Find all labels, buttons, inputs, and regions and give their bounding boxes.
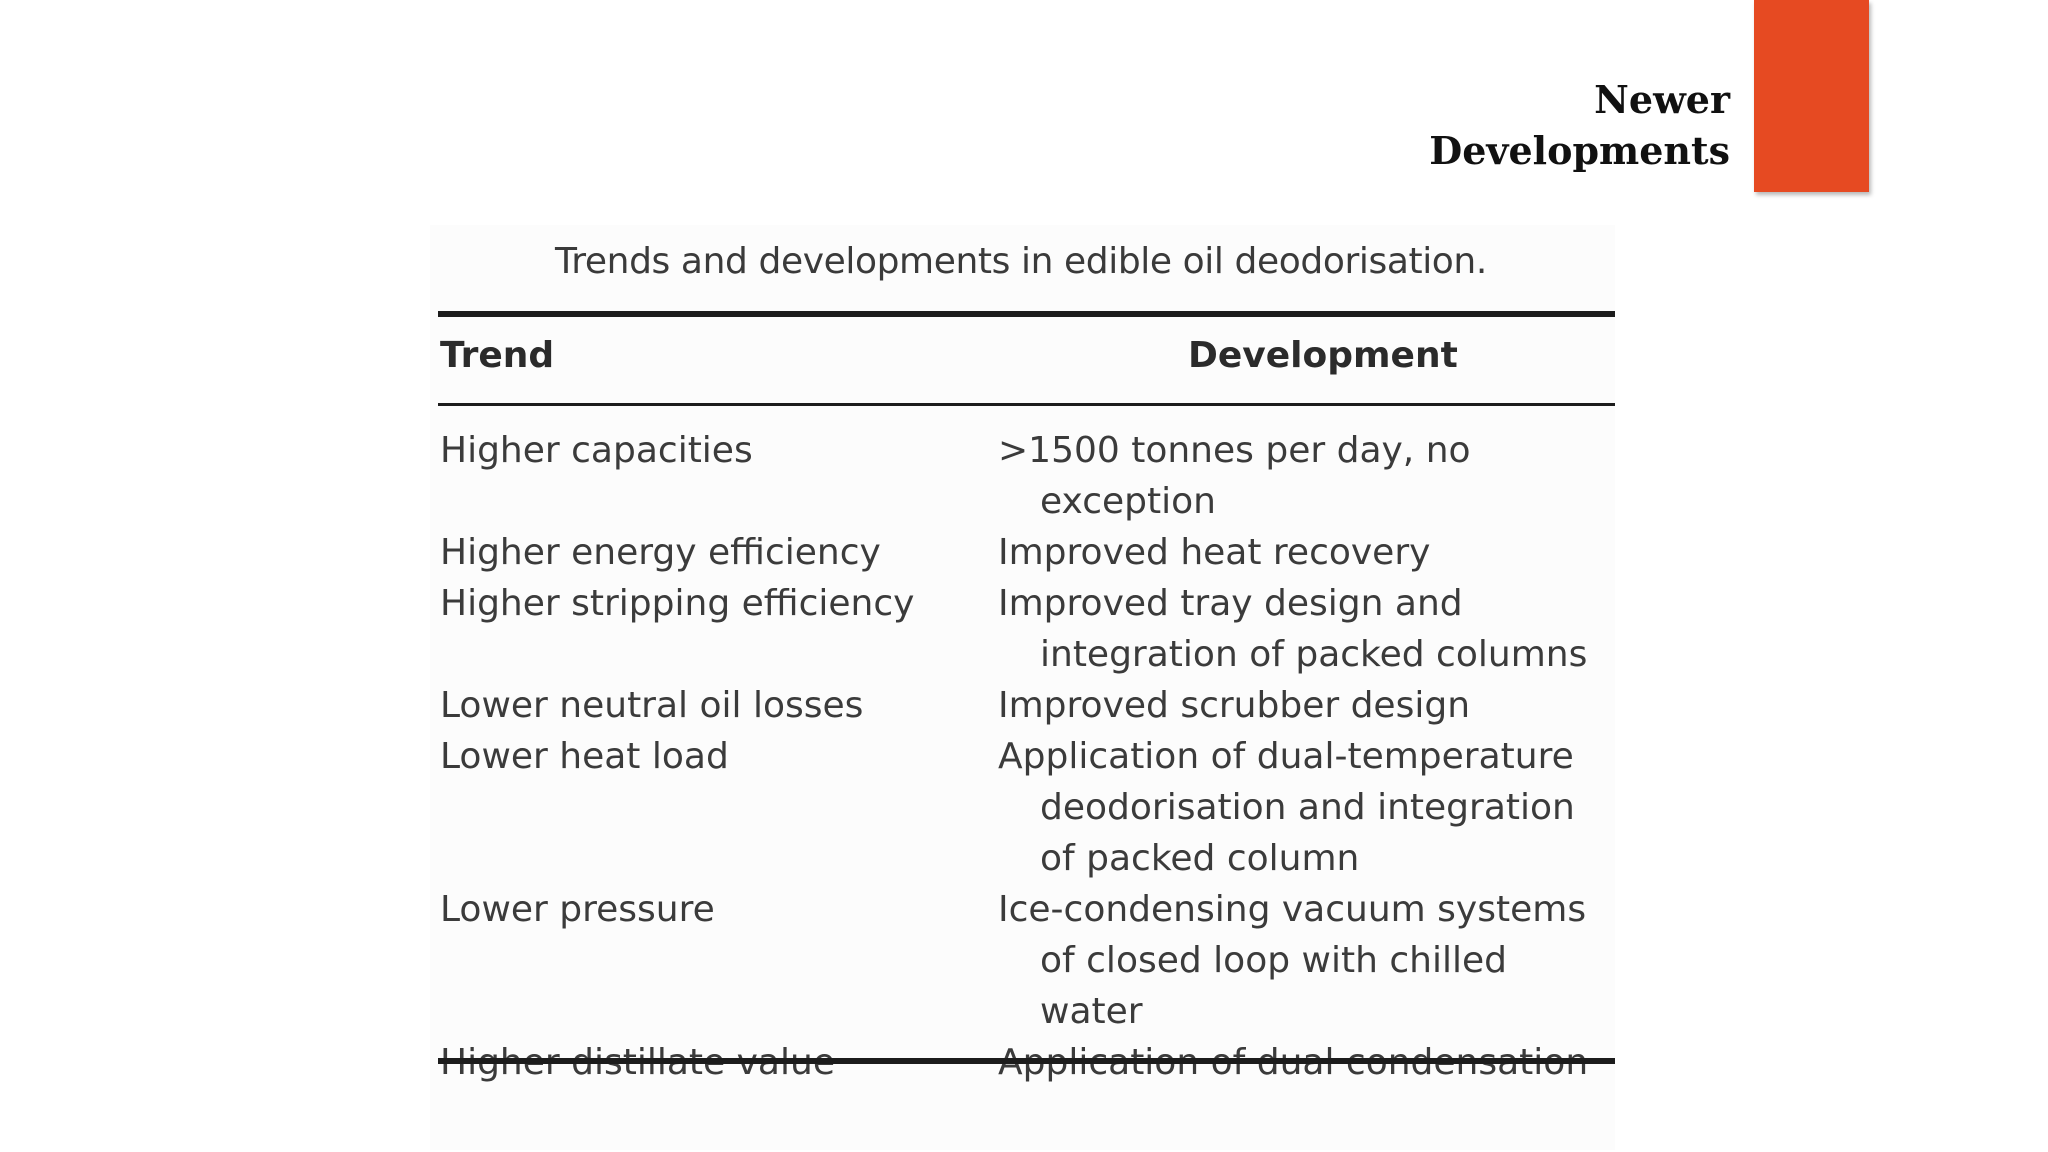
slide-title: Newer Developments: [1429, 74, 1730, 176]
slide-title-line-2: Developments: [1429, 128, 1730, 173]
slide-title-line-1: Newer: [1594, 77, 1730, 122]
trends-table: Trends and developments in edible oil de…: [430, 225, 1615, 1150]
development-cell: Ice-condensing vacuum systems of closed …: [998, 889, 1587, 1032]
table-row: Lower pressure Ice-condensing vacuum sys…: [440, 884, 1610, 1037]
accent-bar: [1754, 0, 1869, 192]
development-cell: Improved tray design and integration of …: [998, 583, 1588, 675]
column-header-trend: Trend: [440, 335, 555, 376]
trend-cell: Lower pressure: [440, 889, 715, 930]
trend-cell: Higher stripping efficiency: [440, 583, 915, 624]
table-bottom-rule: [438, 1058, 1615, 1064]
table-row: Lower heat load Application of dual-temp…: [440, 731, 1610, 884]
development-cell: Application of dual-temperature deodoris…: [998, 736, 1575, 879]
development-cell: Improved heat recovery: [998, 532, 1431, 573]
table-header-rule: [438, 403, 1615, 406]
column-header-development: Development: [1188, 335, 1458, 376]
table-caption: Trends and developments in edible oil de…: [555, 241, 1487, 282]
table-row: Higher stripping efficiency Improved tra…: [440, 578, 1610, 680]
trend-cell: Lower heat load: [440, 736, 729, 777]
table-row: Lower neutral oil losses Improved scrubb…: [440, 680, 1610, 731]
table-body: Higher capacities >1500 tonnes per day, …: [440, 425, 1610, 1088]
development-cell: Improved scrubber design: [998, 685, 1471, 726]
development-cell: >1500 tonnes per day, no exception: [998, 430, 1471, 522]
table-row: Higher energy efficiency Improved heat r…: [440, 527, 1610, 578]
table-top-rule: [438, 311, 1615, 317]
table-row: Higher capacities >1500 tonnes per day, …: [440, 425, 1610, 527]
trend-cell: Higher capacities: [440, 430, 753, 471]
trend-cell: Lower neutral oil losses: [440, 685, 864, 726]
trend-cell: Higher energy efficiency: [440, 532, 881, 573]
